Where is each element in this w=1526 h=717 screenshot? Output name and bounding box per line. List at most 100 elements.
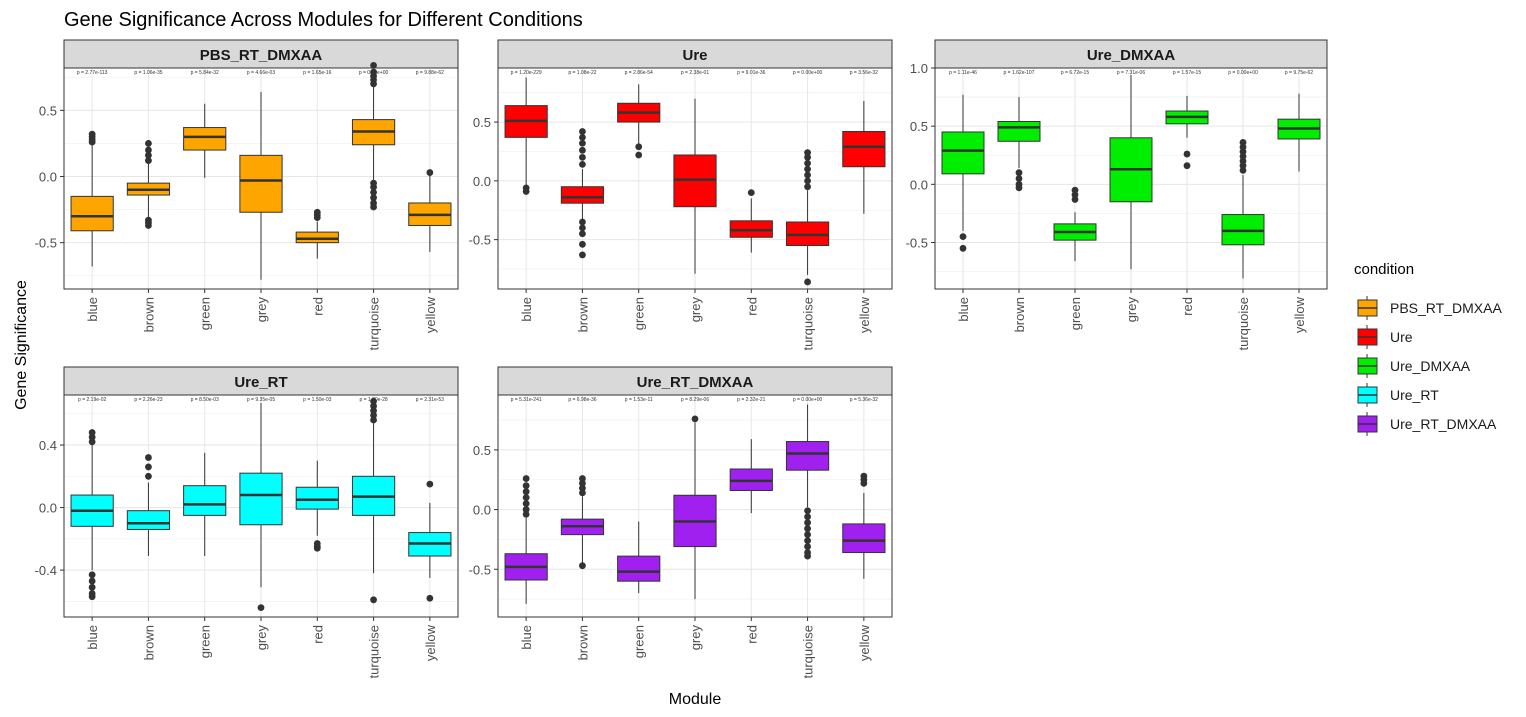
p-value-label: p = 7.31e-06: [1117, 70, 1145, 76]
box-turquoise: [1221, 139, 1265, 279]
x-tick-label: grey: [688, 297, 703, 323]
outlier-point: [804, 513, 811, 521]
outlier-point: [522, 188, 530, 195]
outlier-point: [1015, 184, 1023, 192]
p-value-label: p = 5.36e-32: [850, 397, 878, 403]
p-value-label: p = 1.65e-16: [303, 70, 331, 76]
box-grey: [239, 91, 283, 280]
box-grey: [673, 415, 717, 600]
outlier-point: [579, 475, 586, 482]
p-value-label: p = 9.75e-62: [1285, 70, 1313, 76]
outlier-point: [579, 218, 586, 226]
outlier-point: [1183, 150, 1191, 158]
outlier-point: [145, 140, 152, 147]
outlier-point: [1239, 139, 1247, 146]
outlier-point: [804, 507, 811, 515]
outlier-point: [426, 480, 434, 488]
x-tick-label: blue: [519, 297, 534, 322]
outlier-point: [1071, 191, 1079, 199]
legend-label: Ure_RT: [1390, 387, 1439, 403]
p-value-label: p = 1.57e-15: [1173, 70, 1201, 76]
facet-strip-label: Ure_RT: [234, 374, 287, 391]
panels-layer: PBS_RT_DMXAA -0.5 0.0 0.5 p = 2.77e-113 p = 1…: [35, 39, 1328, 678]
outlier-point: [959, 233, 967, 241]
x-tick-label: brown: [575, 297, 590, 332]
x-tick-label: red: [1180, 297, 1195, 316]
outlier-point: [370, 397, 377, 405]
x-tick-label: grey: [254, 297, 269, 323]
outlier-point: [579, 484, 586, 492]
p-value-label: p = 9.88e-62: [416, 70, 444, 76]
outlier-point: [579, 128, 586, 135]
outlier-point: [579, 562, 586, 570]
box-turquoise: [351, 397, 396, 604]
outlier-point: [804, 165, 811, 173]
outlier-point: [1183, 162, 1191, 170]
legend: condition PBS_RT_DMXAA Ure Ure_DMXAA Ure_RT…: [1354, 261, 1502, 436]
box-blue: [504, 475, 548, 604]
x-tick-label: blue: [85, 625, 100, 650]
outlier-point: [88, 433, 96, 441]
panel-ure-rt-dmxaa: Ure_RT_DMXAA -0.5 0.0 0.5 p = 5.31e-241 p = 6…: [469, 366, 893, 678]
box-green: [1053, 186, 1097, 262]
box-iqr: [842, 523, 886, 554]
legend-item-ure: Ure: [1357, 325, 1413, 349]
outlier-point: [804, 537, 811, 545]
outlier-point: [313, 544, 321, 552]
outlier-point: [804, 159, 811, 167]
p-value-label: p = 2.31e-53: [416, 397, 444, 403]
y-tick-label: 0.5: [910, 119, 928, 134]
box-red: [295, 460, 339, 552]
x-tick-label: yellow: [1292, 296, 1307, 333]
chart-title: Gene Significance Across Modules for Dif…: [64, 9, 583, 31]
outlier-point: [522, 500, 530, 508]
x-tick-label: turquoise: [367, 297, 382, 350]
box-blue: [70, 130, 114, 267]
x-tick-label: grey: [254, 625, 269, 651]
y-tick-label: 0.0: [39, 170, 57, 185]
legend-label: Ure_DMXAA: [1390, 358, 1471, 374]
box-grey: [1109, 74, 1153, 270]
x-tick-label: grey: [1124, 297, 1139, 323]
p-value-label: p = 1.62e-107: [1004, 70, 1035, 76]
box-turquoise: [785, 149, 830, 286]
box-brown: [126, 140, 171, 229]
box-green: [183, 452, 227, 557]
x-tick-label: red: [310, 625, 325, 644]
facet-strip: [497, 366, 893, 396]
outlier-point: [804, 519, 811, 527]
outlier-point: [426, 594, 434, 602]
outlier-point: [579, 139, 586, 147]
box-green: [617, 521, 661, 594]
outlier-point: [691, 415, 699, 423]
box-iqr: [785, 441, 830, 471]
x-tick-label: brown: [575, 625, 590, 660]
outlier-point: [370, 411, 377, 419]
p-value-label: p = 9.01e-36: [737, 70, 765, 76]
p-value-label: p = 2.19e-02: [78, 397, 106, 403]
x-tick-label: turquoise: [801, 625, 816, 678]
p-value-label: p = 1.11e-46: [949, 70, 977, 76]
outlier-point: [804, 177, 811, 185]
x-tick-label: blue: [956, 297, 971, 322]
y-tick-label: -0.5: [906, 235, 928, 250]
outlier-point: [257, 604, 265, 612]
box-red: [295, 208, 339, 259]
box-iqr: [239, 472, 283, 526]
outlier-point: [522, 494, 530, 502]
outlier-point: [1015, 175, 1023, 182]
legend-label: Ure_RT_DMXAA: [1390, 416, 1497, 432]
outlier-point: [522, 488, 530, 496]
x-tick-label: green: [632, 297, 647, 330]
outlier-point: [635, 143, 643, 151]
box-turquoise: [351, 61, 396, 211]
box-iqr: [183, 485, 227, 516]
facet-strip-label: Ure: [682, 47, 707, 64]
box-iqr: [239, 154, 283, 213]
y-tick-label: -0.5: [35, 236, 57, 251]
outlier-point: [959, 244, 967, 252]
x-tick-label: red: [310, 297, 325, 316]
box-green: [617, 84, 661, 159]
x-tick-label: green: [632, 625, 647, 658]
p-value-label: p = 3.56e-32: [850, 70, 878, 76]
